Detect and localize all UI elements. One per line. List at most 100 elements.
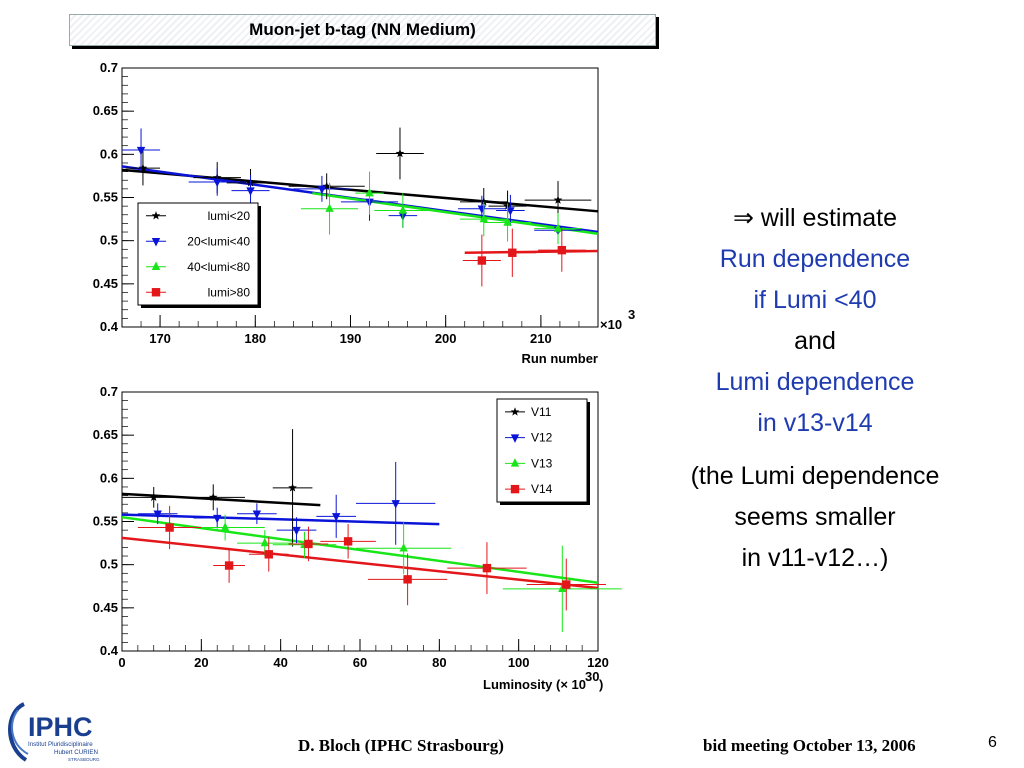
notes-line-7: (the Lumi dependence <box>690 462 940 490</box>
notes-text: ⇒ will estimate Run dependence if Lumi <… <box>615 198 1015 579</box>
data-point <box>553 223 563 232</box>
x-multiplier: ×10 <box>600 317 622 332</box>
data-point <box>479 213 488 223</box>
legend-label: lumi>80 <box>208 285 251 299</box>
data-point <box>304 539 313 549</box>
legend-label: V14 <box>531 482 553 496</box>
y-tick-label: 0.5 <box>100 557 118 572</box>
data-point <box>165 523 174 532</box>
y-tick-label: 0.6 <box>100 470 118 485</box>
legend-label: 20<lumi<40 <box>187 234 250 248</box>
y-tick-label: 0.6 <box>100 146 118 161</box>
data-point <box>264 550 273 559</box>
data-point <box>508 248 517 257</box>
x-axis-label: Luminosity (× 10 <box>483 677 586 692</box>
fit-line-V11 <box>121 492 321 507</box>
logo-name: IPHC <box>28 712 93 742</box>
legend-marker <box>151 288 161 297</box>
data-point <box>365 187 374 197</box>
y-tick-label: 0.45 <box>93 600 118 615</box>
slide-title: Muon-jet b-tag (NN Medium) <box>69 14 656 46</box>
y-tick-label: 0.55 <box>93 514 118 529</box>
logo-line-2: Hubert CURIEN <box>54 749 98 756</box>
fit-line-40<lumi<80 <box>312 191 599 235</box>
data-point <box>477 205 487 214</box>
data-point <box>395 148 405 158</box>
fit-line-V13 <box>121 515 599 585</box>
notes-line-1: ⇒ will estimate <box>732 204 898 232</box>
data-point <box>557 245 567 255</box>
data-point <box>506 207 515 216</box>
x-tick-label: 170 <box>149 331 171 346</box>
data-point <box>503 217 512 226</box>
x-axis-label: Run number <box>521 351 598 366</box>
data-point <box>332 513 341 522</box>
series-V12 <box>137 461 436 545</box>
y-tick-label: 0.45 <box>93 276 118 291</box>
x-axis-label-exponent: 30 <box>585 669 599 684</box>
data-point <box>213 178 222 188</box>
x-tick-label: 180 <box>244 331 266 346</box>
notes-line-6: in v13-v14 <box>757 409 873 437</box>
legend-marker <box>510 407 520 416</box>
data-point <box>391 500 400 509</box>
legend-marker <box>151 261 161 270</box>
legend-label: V11 <box>531 405 552 419</box>
data-point <box>482 563 492 573</box>
data-point <box>322 181 332 190</box>
data-point <box>399 543 408 552</box>
y-tick-label: 0.7 <box>100 60 118 75</box>
legend-marker <box>151 211 161 220</box>
x-tick-label: 200 <box>435 331 457 346</box>
x-axis-label-end: ) <box>599 677 603 692</box>
notes-line-8: seems smaller <box>734 503 896 531</box>
series-V13 <box>185 514 622 633</box>
x-tick-label: 20 <box>194 655 208 670</box>
x-multiplier-exponent: 3 <box>628 307 635 322</box>
legend-label: 40<lumi<80 <box>187 260 250 274</box>
data-point <box>220 522 230 531</box>
implies-arrow: ⇒ <box>732 204 754 232</box>
data-point <box>252 510 262 519</box>
legend-marker <box>151 238 161 247</box>
logo-line-3: STRASBOURG <box>68 757 100 762</box>
series-V14 <box>137 505 606 611</box>
footer-meeting: bid meeting October 13, 2006 <box>703 736 916 755</box>
data-point <box>553 195 563 204</box>
series-40<lumi<80 <box>300 171 582 245</box>
notes-line-4: and <box>794 327 836 355</box>
chart-panel-2: 0.4 0.45 0.5 0.55 0.6 0.65 0.7 0 20 40 60 80 100 120L… <box>93 384 622 692</box>
data-point <box>208 492 218 502</box>
legend-marker <box>510 458 520 467</box>
data-point <box>138 163 148 172</box>
x-tick-label: 0 <box>118 655 125 670</box>
y-tick-label: 0.4 <box>100 319 119 334</box>
data-point <box>343 537 353 546</box>
x-tick-label: 80 <box>432 655 446 670</box>
legend: V11 V12 V13 V14 <box>496 398 590 505</box>
legend-marker <box>510 434 520 443</box>
data-point <box>479 197 489 206</box>
y-tick-label: 0.65 <box>93 103 118 118</box>
legend-label: lumi<20 <box>208 209 251 223</box>
data-point <box>213 514 222 524</box>
chart-panel-1: 0.4 0.45 0.5 0.55 0.6 0.65 0.7 170 180 190 200 210 R… <box>93 60 636 366</box>
fit-line-V14 <box>121 536 599 590</box>
data-point <box>403 575 412 584</box>
legend-box <box>496 398 588 503</box>
series-V11 <box>122 429 313 547</box>
x-tick-label: 100 <box>508 655 530 670</box>
footer-author: D. Bloch (IPHC Strasbourg) <box>298 736 504 755</box>
data-point <box>224 561 234 570</box>
data-point <box>562 580 571 589</box>
y-tick-label: 0.5 <box>100 233 118 248</box>
data-point <box>477 256 487 265</box>
notes-line-5: Lumi dependence <box>715 368 915 396</box>
data-point <box>136 146 146 156</box>
data-point <box>149 492 159 502</box>
data-point <box>398 205 408 214</box>
x-tick-label: 190 <box>340 331 362 346</box>
fit-line-lumi>80 <box>464 249 599 255</box>
x-tick-label: 210 <box>530 331 552 346</box>
